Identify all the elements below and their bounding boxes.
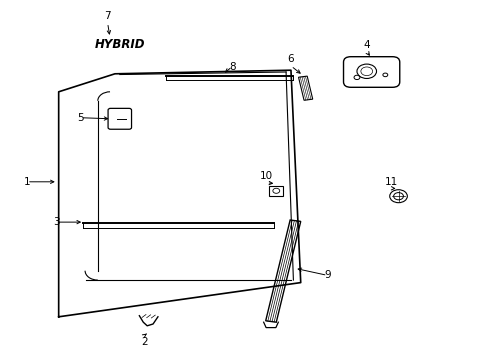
- Bar: [269, 186, 283, 196]
- Text: 6: 6: [287, 54, 294, 64]
- Text: 9: 9: [324, 270, 330, 280]
- Text: HYBRID: HYBRID: [94, 39, 145, 51]
- Text: 7: 7: [104, 11, 111, 21]
- Text: 4: 4: [363, 40, 369, 50]
- Text: 2: 2: [141, 337, 147, 347]
- Text: 10: 10: [260, 171, 272, 181]
- Text: 8: 8: [228, 62, 235, 72]
- Text: 11: 11: [384, 177, 397, 187]
- Text: 3: 3: [53, 217, 60, 227]
- Text: 5: 5: [77, 113, 84, 123]
- Text: 1: 1: [23, 177, 30, 187]
